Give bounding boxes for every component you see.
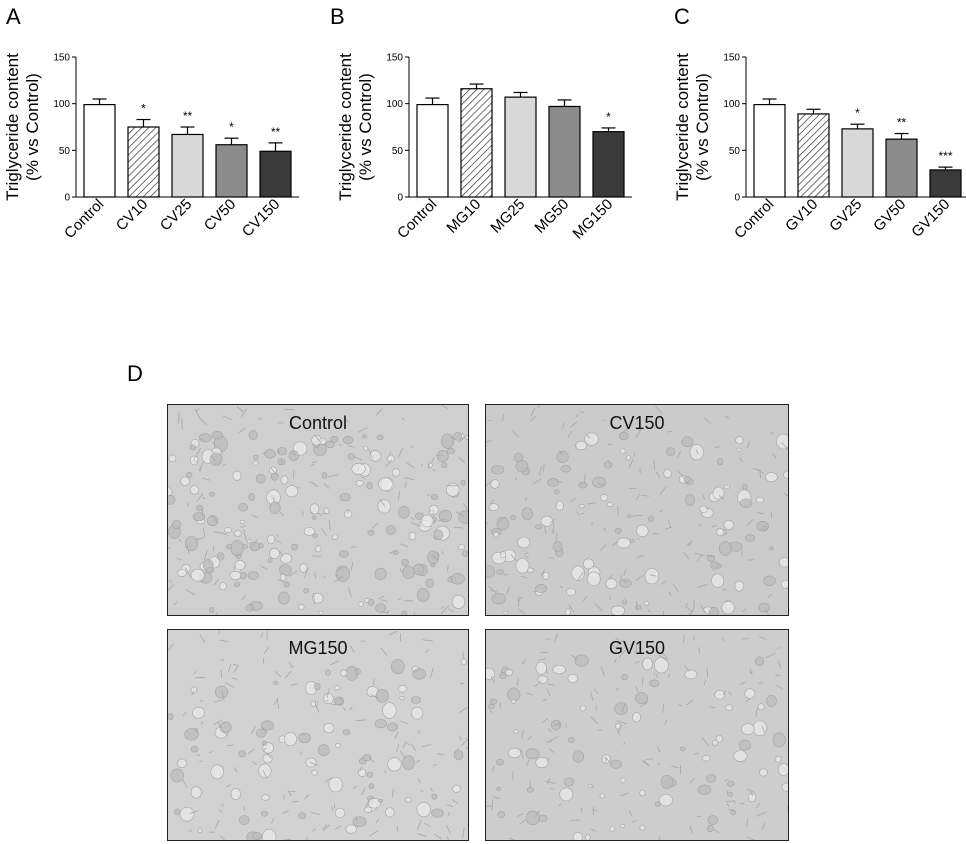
bar bbox=[548, 105, 581, 198]
y-tick-label: 50 bbox=[729, 146, 741, 157]
category-label: CV50 bbox=[201, 196, 240, 235]
micrograph-label: MG150 bbox=[288, 638, 348, 658]
cell-image bbox=[168, 405, 468, 615]
bar bbox=[171, 133, 204, 198]
y-tick-label: 150 bbox=[386, 53, 403, 64]
category-label: GV10 bbox=[782, 196, 821, 235]
significance-label: ** bbox=[271, 125, 281, 139]
significance-label: *** bbox=[938, 149, 952, 163]
category-label: MG50 bbox=[531, 196, 572, 237]
significance-label: ** bbox=[183, 109, 193, 123]
cell-image bbox=[486, 630, 788, 840]
significance-label: * bbox=[855, 106, 860, 120]
micrograph-label: GV150 bbox=[608, 638, 666, 658]
y-axis-label: (% vs Control) bbox=[693, 73, 712, 181]
bar bbox=[592, 131, 625, 198]
y-axis-label: Triglyceride content bbox=[673, 53, 692, 201]
y-tick-label: 0 bbox=[734, 193, 740, 204]
panel-letter-a: A bbox=[6, 4, 21, 29]
significance-label: * bbox=[141, 102, 146, 116]
y-tick-label: 50 bbox=[59, 146, 71, 157]
y-axis-label: Triglyceride content bbox=[336, 53, 355, 201]
y-tick-label: 100 bbox=[53, 99, 70, 110]
bar bbox=[259, 150, 292, 198]
category-label: GV50 bbox=[870, 196, 909, 235]
y-tick-label: 100 bbox=[386, 99, 403, 110]
micrograph-label: Control bbox=[288, 413, 348, 433]
micrograph-cv150: CV150 bbox=[485, 404, 789, 616]
bar bbox=[929, 169, 962, 198]
micrograph-label: CV150 bbox=[609, 413, 665, 433]
bar bbox=[460, 88, 493, 198]
bar bbox=[885, 138, 918, 198]
panel-letter-d: D bbox=[127, 361, 143, 386]
category-label: CV150 bbox=[239, 196, 283, 240]
panel-letter-b: B bbox=[330, 4, 345, 29]
micrograph-control: Control bbox=[167, 404, 469, 616]
y-tick-label: 150 bbox=[723, 53, 740, 64]
bar bbox=[504, 96, 537, 198]
y-tick-label: 100 bbox=[723, 99, 740, 110]
category-label: MG150 bbox=[570, 196, 617, 243]
y-axis-label: (% vs Control) bbox=[23, 73, 42, 181]
bar bbox=[127, 126, 160, 198]
significance-label: * bbox=[606, 110, 611, 124]
bar bbox=[83, 103, 116, 198]
y-tick-label: 150 bbox=[53, 53, 70, 64]
micrograph-mg150: MG150 bbox=[167, 629, 469, 841]
bar bbox=[753, 103, 786, 198]
panel-letter-c: C bbox=[674, 4, 690, 29]
bar bbox=[215, 144, 248, 198]
y-tick-label: 0 bbox=[397, 193, 403, 204]
category-label: GV150 bbox=[908, 196, 953, 241]
bar bbox=[416, 103, 449, 198]
category-label: CV25 bbox=[157, 196, 196, 235]
category-label: MG10 bbox=[443, 196, 484, 237]
y-tick-label: 0 bbox=[64, 193, 70, 204]
micrograph-gv150: GV150 bbox=[485, 629, 789, 841]
significance-label: * bbox=[229, 120, 234, 134]
category-label: GV25 bbox=[826, 196, 865, 235]
category-label: CV10 bbox=[113, 196, 152, 235]
y-axis-label: Triglyceride content bbox=[3, 53, 22, 201]
cell-image bbox=[168, 630, 468, 840]
significance-label: ** bbox=[897, 116, 907, 130]
bar bbox=[797, 113, 830, 198]
y-axis-label: (% vs Control) bbox=[356, 73, 375, 181]
cell-image bbox=[486, 405, 788, 615]
bar bbox=[841, 128, 874, 198]
category-label: MG25 bbox=[487, 196, 528, 237]
y-tick-label: 50 bbox=[392, 146, 404, 157]
